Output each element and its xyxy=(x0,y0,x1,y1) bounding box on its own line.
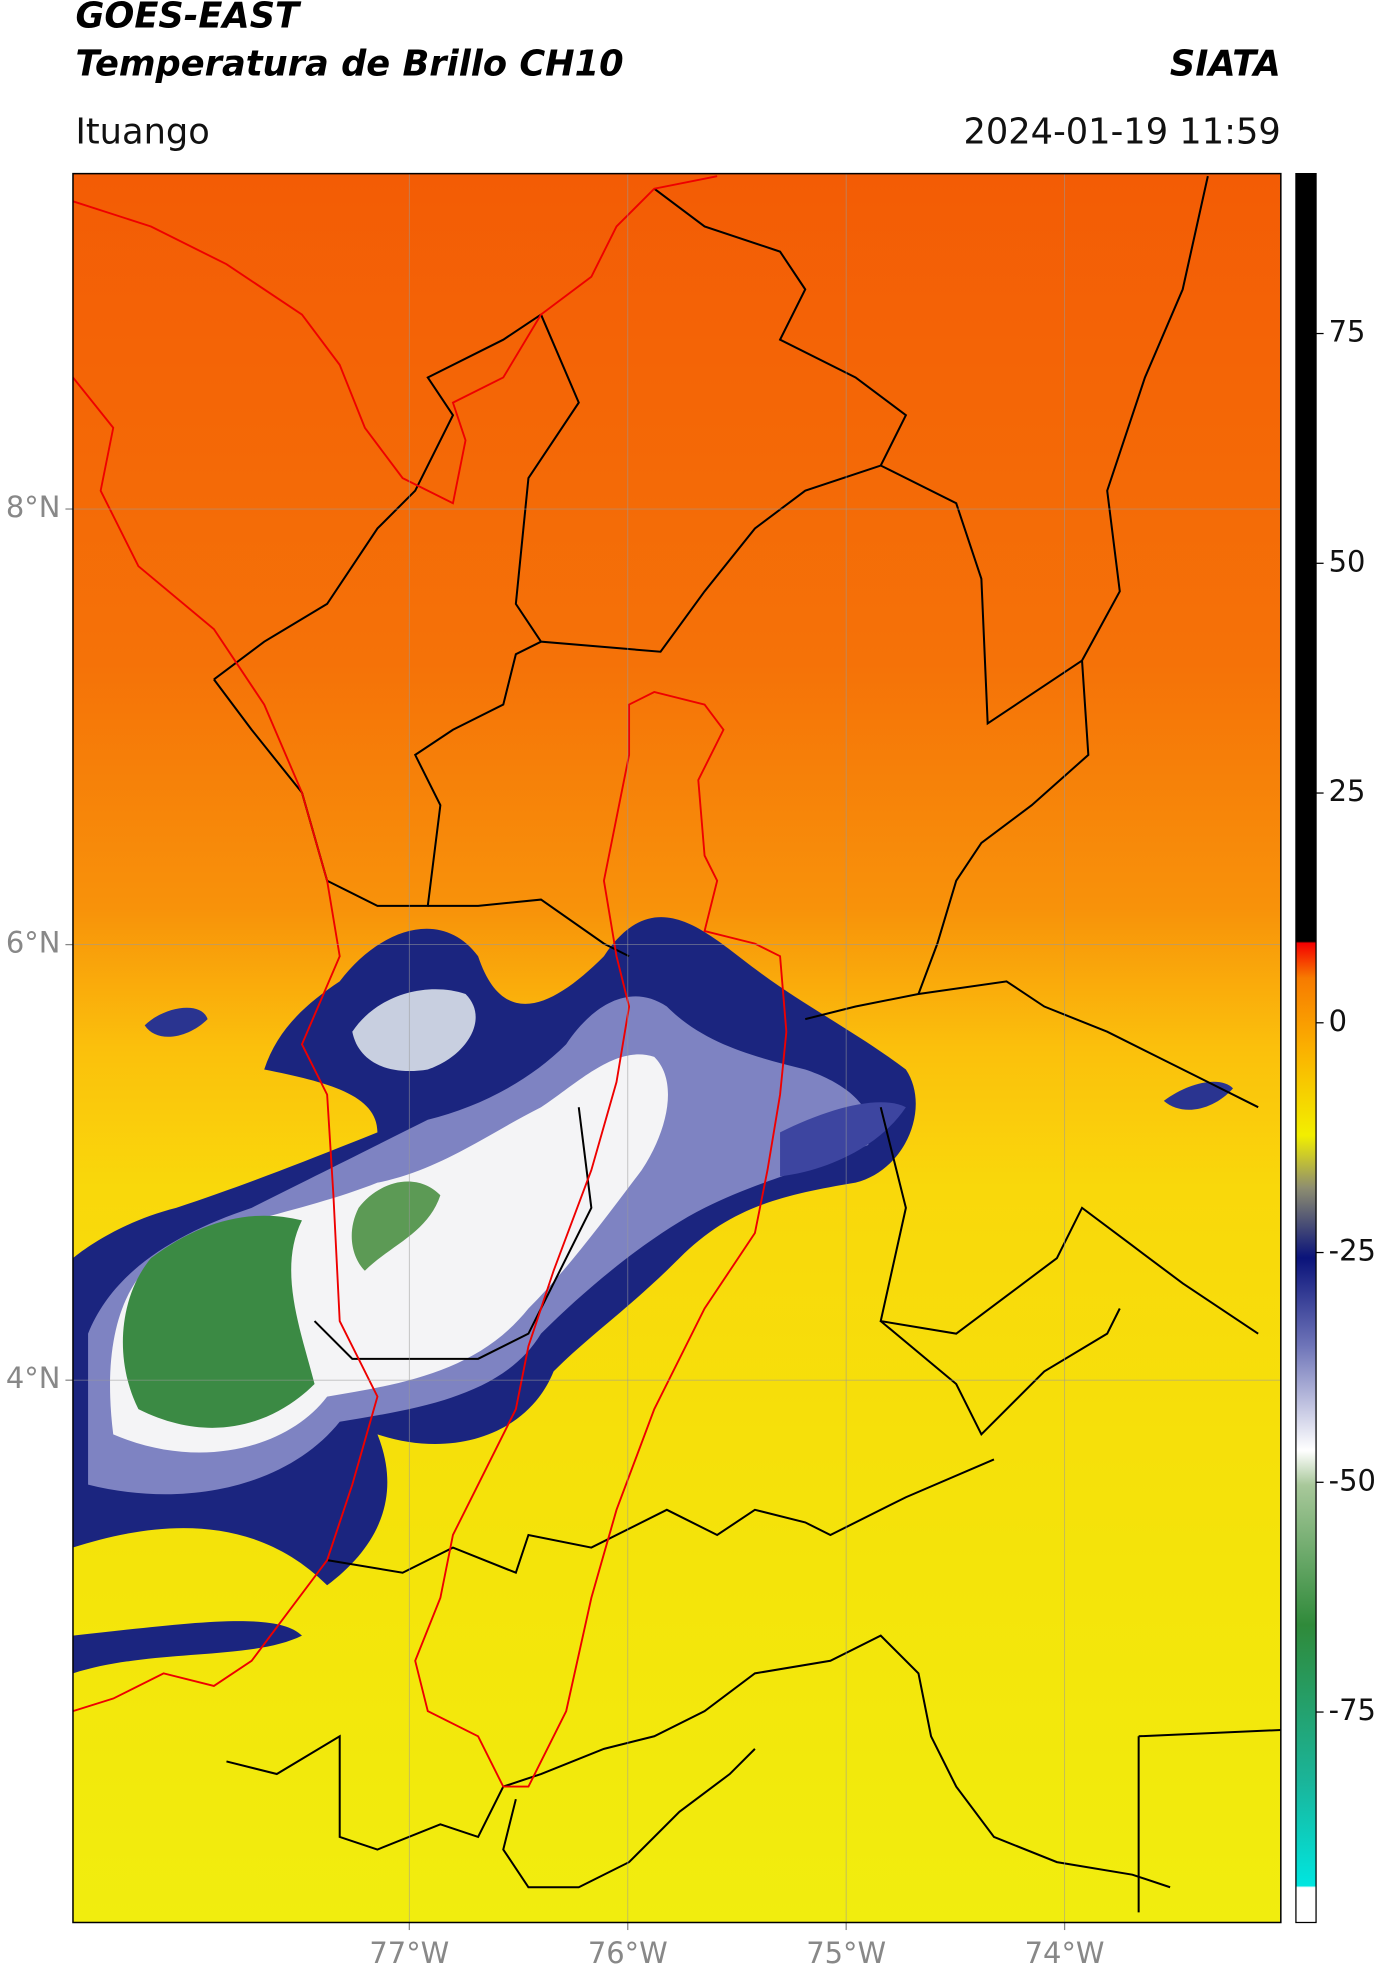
colorbar-tick-label: 50 xyxy=(1329,544,1366,578)
y-tick-label: 4°N xyxy=(6,1361,61,1395)
colorbar xyxy=(1295,172,1317,1924)
colorbar-tick-label: 25 xyxy=(1329,774,1366,808)
y-tick-label: 8°N xyxy=(6,490,61,524)
product-title: Temperatura de Brillo CH10 xyxy=(75,43,623,84)
map-frame xyxy=(72,172,1282,1924)
colorbar-tick-label: -50 xyxy=(1329,1463,1376,1497)
coastline-and-district xyxy=(72,175,788,1788)
colorbar-tick-label: -75 xyxy=(1329,1693,1376,1727)
agency: SIATA xyxy=(1170,43,1281,84)
graticule: 77°W 76°W 75°W 74°W 8°N 6°N 4°N xyxy=(6,173,1281,1970)
map-image xyxy=(72,173,1281,1923)
x-tick-label: 77°W xyxy=(369,1936,449,1970)
x-tick-label: 75°W xyxy=(806,1936,886,1970)
place: Ituango xyxy=(75,111,209,152)
colorbar-ticks: 75 50 25 0 -25 -50 -75 xyxy=(1316,315,1376,1727)
admin-borders xyxy=(213,175,1281,1913)
datetime: 2024-01-19 11:59 xyxy=(963,111,1280,152)
colorbar-tick-label: 75 xyxy=(1329,315,1366,349)
x-tick-label: 74°W xyxy=(1025,1936,1105,1970)
satellite-title: GOES-EAST xyxy=(75,0,302,37)
x-tick-label: 76°W xyxy=(588,1936,668,1970)
y-tick-label: 6°N xyxy=(6,926,61,960)
colorbar-tick-label: 0 xyxy=(1329,1004,1347,1038)
colorbar-tick-label: -25 xyxy=(1329,1234,1376,1268)
